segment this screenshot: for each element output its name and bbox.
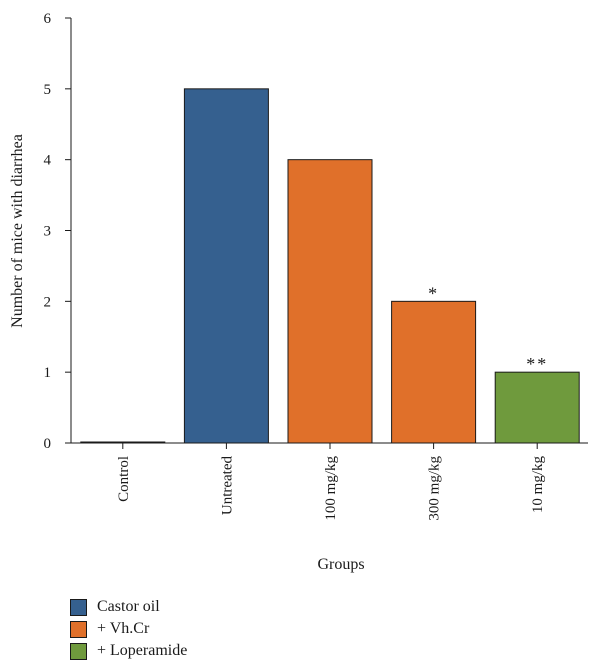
x-tick-label: Control [116, 456, 132, 502]
x-tick-label: Untreated [219, 456, 235, 516]
x-tick-label: 300 mg/kg [427, 456, 443, 521]
x-axis-ticks: Control Untreated 100 mg/kg 300 mg/kg 10 mg/… [116, 443, 546, 521]
y-tick-label: 3 [44, 224, 52, 240]
bars [80, 88, 580, 444]
legend-item-loperamide: + Loperamide [70, 640, 187, 662]
legend-swatch-castor-oil [70, 598, 87, 616]
y-tick-label: 1 [44, 365, 52, 381]
legend-swatch-loperamide [70, 642, 87, 660]
significance-annotations: *** [428, 283, 548, 374]
significance-marker: * [428, 283, 439, 303]
y-tick-label: 4 [44, 153, 52, 169]
y-tick-label: 2 [44, 294, 52, 310]
legend-swatch-vh-cr [70, 620, 87, 638]
x-axis-label: Groups [317, 556, 364, 573]
x-tick-label: 100 mg/kg [323, 456, 339, 521]
legend: Castor oil + Vh.Cr + Loperamide [70, 596, 187, 662]
y-tick-label: 0 [44, 436, 52, 452]
bar-10-mg-kg [494, 371, 580, 444]
legend-label-loperamide: + Loperamide [97, 642, 188, 659]
legend-label-castor-oil: Castor oil [97, 598, 160, 615]
significance-marker: ** [526, 354, 548, 374]
bar-untreated [183, 88, 269, 444]
y-tick-label: 6 [44, 11, 52, 27]
legend-item-castor-oil: Castor oil [70, 596, 187, 618]
y-axis-ticks: 0 1 2 3 4 5 6 [44, 11, 71, 452]
x-tick-label: 10 mg/kg [530, 456, 546, 514]
bar-100-mg-kg [287, 159, 373, 444]
legend-label-vh-cr: + Vh.Cr [97, 620, 150, 637]
bar-300-mg-kg [391, 300, 477, 444]
y-tick-label: 5 [44, 82, 52, 98]
legend-item-vh-cr: + Vh.Cr [70, 618, 187, 640]
y-axis-label: Number of mice with diarrhea [9, 134, 26, 328]
